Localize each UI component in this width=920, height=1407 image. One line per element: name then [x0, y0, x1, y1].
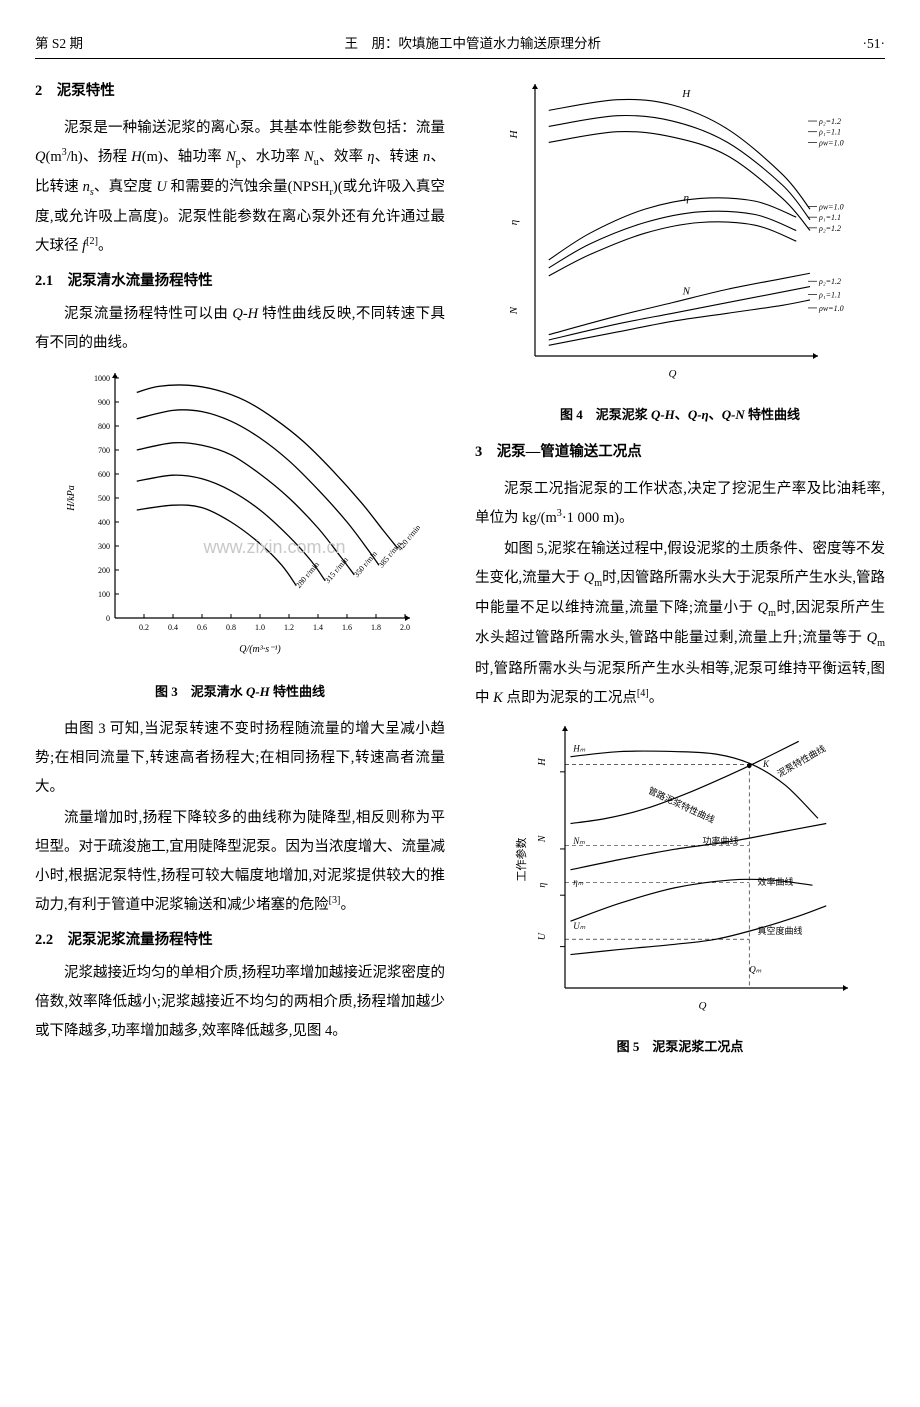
- svg-text:ρ₁=1.1: ρ₁=1.1: [818, 128, 841, 137]
- svg-text:功率曲线: 功率曲线: [703, 835, 739, 846]
- issue-no: 第 S2 期: [35, 30, 83, 57]
- svg-text:ρ₁=1.1: ρ₁=1.1: [818, 291, 841, 300]
- svg-text:工作参数: 工作参数: [514, 837, 528, 881]
- svg-text:ρ₂=1.2: ρ₂=1.2: [818, 277, 841, 286]
- svg-text:www.zixin.com.cn: www.zixin.com.cn: [202, 538, 345, 558]
- paper-title: 王 朋：吹填施工中管道水力输送原理分析: [83, 30, 862, 57]
- svg-text:0: 0: [106, 614, 110, 623]
- svg-text:ρ₁=1.1: ρ₁=1.1: [818, 213, 841, 222]
- svg-text:N: N: [508, 306, 520, 315]
- svg-text:效率曲线: 效率曲线: [758, 876, 794, 887]
- svg-text:800: 800: [98, 422, 110, 431]
- sec21-p2: 由图 3 可知,当泥泵转速不变时扬程随流量的增大呈减小趋势;在相同流量下,转速高…: [35, 715, 445, 802]
- sec2-p1: 泥泵是一种输送泥浆的离心泵。其基本性能参数包括：流量 Q(m3/h)、扬程 H(…: [35, 114, 445, 261]
- svg-text:ρw=1.0: ρw=1.0: [818, 202, 844, 211]
- svg-text:1.4: 1.4: [313, 623, 323, 632]
- page-no: ·51·: [863, 30, 886, 57]
- svg-text:315 r/min: 315 r/min: [323, 556, 350, 586]
- figure-4: QHHρ₂=1.2ρ₁=1.1ρw=1.0ηηρw=1.0ρ₁=1.1ρ₂=1.…: [475, 81, 885, 392]
- left-column: 2 泥泵特性 泥泵是一种输送泥浆的离心泵。其基本性能参数包括：流量 Q(m3/h…: [35, 71, 445, 1070]
- svg-text:η: η: [508, 220, 520, 225]
- svg-text:1.2: 1.2: [284, 623, 294, 632]
- svg-text:1.6: 1.6: [342, 623, 352, 632]
- svg-text:0.6: 0.6: [197, 623, 207, 632]
- svg-text:Uₘ: Uₘ: [573, 920, 585, 930]
- sec2-title: 2 泥泵特性: [35, 77, 445, 106]
- sec22-title: 2.2 泥泵泥浆流量扬程特性: [35, 926, 445, 955]
- svg-text:400: 400: [98, 518, 110, 527]
- sec21-title: 2.1 泥泵清水流量扬程特性: [35, 267, 445, 296]
- svg-text:350 r/min: 350 r/min: [352, 550, 379, 580]
- page-header: 第 S2 期 王 朋：吹填施工中管道水力输送原理分析 ·51·: [35, 30, 885, 59]
- svg-text:Nₘ: Nₘ: [572, 836, 585, 846]
- svg-text:2.0: 2.0: [400, 623, 410, 632]
- svg-text:Qₘ: Qₘ: [749, 964, 761, 974]
- figure-5: QHNηU工作参数HₘK管路泥浆特性曲线泥泵特性曲线Nₘ功率曲线ηₘ效率曲线Uₘ…: [475, 723, 885, 1024]
- svg-text:1.8: 1.8: [371, 623, 381, 632]
- svg-text:Q/(m³·s⁻¹): Q/(m³·s⁻¹): [239, 644, 281, 655]
- sec22-p1: 泥浆越接近均匀的单相介质,扬程功率增加越接近泥浆密度的倍数,效率降低越小;泥浆越…: [35, 959, 445, 1046]
- fig4-caption: 图 4 泥泵泥浆 Q-H、Q-η、Q-N 特性曲线: [475, 402, 885, 428]
- right-column: QHHρ₂=1.2ρ₁=1.1ρw=1.0ηηρw=1.0ρ₁=1.1ρ₂=1.…: [475, 71, 885, 1070]
- content-columns: 2 泥泵特性 泥泵是一种输送泥浆的离心泵。其基本性能参数包括：流量 Q(m3/h…: [35, 71, 885, 1070]
- svg-text:泥泵特性曲线: 泥泵特性曲线: [775, 742, 827, 779]
- svg-text:0.8: 0.8: [226, 623, 236, 632]
- sec3-p2: 如图 5,泥浆在输送过程中,假设泥浆的土质条件、密度等不发生变化,流量大于 Qm…: [475, 535, 885, 713]
- svg-text:U: U: [537, 932, 548, 940]
- fig5-caption: 图 5 泥泵泥浆工况点: [475, 1034, 885, 1060]
- svg-text:Hₘ: Hₘ: [572, 743, 585, 753]
- svg-text:ρw=1.0: ρw=1.0: [818, 138, 844, 147]
- sec21-p3: 流量增加时,扬程下降较多的曲线称为陡降型,相反则称为平坦型。对于疏浚施工,宜用陡…: [35, 804, 445, 920]
- svg-text:0.2: 0.2: [139, 623, 149, 632]
- figure-3: 0 100 200 300 400 500 600 700 800 900 1000 0.2 0.4 0.…: [35, 368, 445, 669]
- svg-text:300: 300: [98, 542, 110, 551]
- svg-text:真空度曲线: 真空度曲线: [758, 925, 803, 936]
- svg-text:0.4: 0.4: [168, 623, 178, 632]
- svg-text:900: 900: [98, 398, 110, 407]
- svg-text:500: 500: [98, 494, 110, 503]
- svg-text:420 r/min: 420 r/min: [395, 523, 420, 553]
- svg-text:100: 100: [98, 590, 110, 599]
- svg-text:N: N: [682, 286, 691, 298]
- svg-text:1000: 1000: [94, 374, 110, 383]
- svg-text:H: H: [508, 129, 520, 139]
- fig3-caption: 图 3 泥泵清水 Q-H 特性曲线: [35, 679, 445, 705]
- svg-text:700: 700: [98, 446, 110, 455]
- svg-text:H: H: [681, 88, 691, 100]
- sec21-p1: 泥泵流量扬程特性可以由 Q-H 特性曲线反映,不同转速下具有不同的曲线。: [35, 300, 445, 358]
- svg-text:600: 600: [98, 470, 110, 479]
- svg-text:η: η: [537, 882, 548, 887]
- svg-text:280 r/min: 280 r/min: [294, 560, 321, 590]
- svg-text:K: K: [762, 759, 770, 769]
- svg-text:N: N: [537, 834, 548, 843]
- svg-text:Q: Q: [669, 368, 677, 380]
- sec3-p1: 泥泵工况指泥泵的工作状态,决定了挖泥生产率及比油耗率,单位为 kg/(m3·1 …: [475, 475, 885, 533]
- svg-text:ρ₂=1.2: ρ₂=1.2: [818, 224, 841, 233]
- svg-text:1.0: 1.0: [255, 623, 265, 632]
- svg-text:H: H: [537, 757, 548, 766]
- svg-text:H/kPa: H/kPa: [66, 486, 77, 513]
- svg-text:Q: Q: [699, 1000, 707, 1012]
- svg-text:ηₘ: ηₘ: [573, 877, 583, 887]
- sec3-title: 3 泥泵—管道输送工况点: [475, 438, 885, 467]
- svg-text:200: 200: [98, 566, 110, 575]
- svg-text:ρw=1.0: ρw=1.0: [818, 304, 844, 313]
- svg-text:η: η: [684, 192, 689, 204]
- svg-text:ρ₂=1.2: ρ₂=1.2: [818, 117, 841, 126]
